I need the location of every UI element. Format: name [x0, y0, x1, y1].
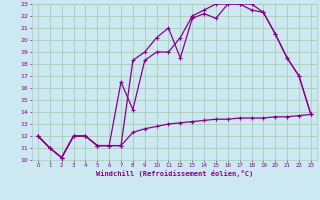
X-axis label: Windchill (Refroidissement éolien,°C): Windchill (Refroidissement éolien,°C)	[96, 170, 253, 177]
